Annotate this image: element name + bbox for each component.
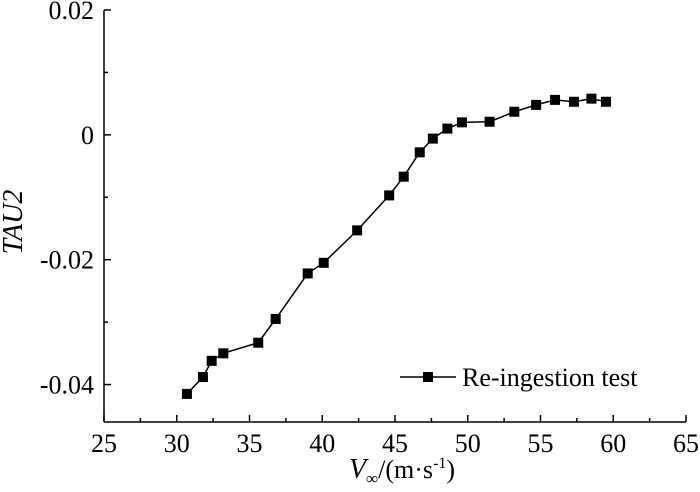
- x-tick-label: 35: [237, 429, 263, 458]
- data-point: [509, 106, 520, 117]
- data-point: [531, 99, 542, 110]
- x-axis-title: V∞/(m·s-1): [349, 454, 455, 488]
- data-point: [206, 355, 217, 366]
- x-tick-label: 65: [673, 429, 699, 458]
- plot-area: [103, 10, 686, 423]
- x-axis-title-variable: V: [349, 454, 369, 485]
- y-tick-label: 0: [81, 121, 94, 150]
- x-axis-title-subscript: ∞: [366, 469, 378, 488]
- series-line: [186, 97, 607, 395]
- x-tick-label: 25: [91, 429, 117, 458]
- y-axis-title: TAU2: [0, 190, 29, 255]
- data-point: [318, 257, 329, 268]
- x-tick-label: 60: [600, 429, 626, 458]
- x-tick-label: 50: [455, 429, 481, 458]
- data-point: [442, 123, 453, 134]
- x-axis-title-unit-close: ): [446, 455, 455, 484]
- series-re-ingestion-test: [181, 93, 611, 399]
- y-axis: -0.04 -0.02 0 0.02: [40, 0, 111, 400]
- y-tick-label: -0.02: [40, 246, 94, 275]
- data-point: [302, 268, 313, 279]
- data-point: [600, 96, 611, 107]
- y-tick-label: 0.02: [49, 0, 95, 25]
- data-point: [568, 96, 579, 107]
- legend-marker: [423, 372, 433, 382]
- x-axis-title-unit: /(m·s: [378, 455, 433, 484]
- data-point: [218, 348, 229, 359]
- x-tick-label: 45: [382, 429, 408, 458]
- x-axis-title-unit-exponent: -1: [433, 455, 446, 472]
- legend-label: Re-ingestion test: [462, 363, 638, 392]
- data-point: [456, 117, 467, 128]
- data-point: [484, 116, 495, 127]
- data-point: [586, 93, 597, 104]
- data-point: [384, 190, 395, 201]
- x-tick-label: 55: [528, 429, 554, 458]
- x-axis: 25 30 35 40 45 50 55 60 65: [91, 415, 699, 458]
- x-tick-label: 40: [309, 429, 335, 458]
- data-point: [414, 147, 425, 158]
- y-tick-label: -0.04: [40, 371, 94, 400]
- data-point: [550, 94, 561, 105]
- data-point: [197, 372, 208, 383]
- data-point: [427, 133, 438, 144]
- data-point: [253, 337, 264, 348]
- data-point: [352, 225, 363, 236]
- x-tick-label: 30: [164, 429, 190, 458]
- data-point: [270, 314, 281, 324]
- data-point: [181, 388, 192, 399]
- data-point: [398, 171, 409, 182]
- legend: Re-ingestion test: [400, 363, 638, 392]
